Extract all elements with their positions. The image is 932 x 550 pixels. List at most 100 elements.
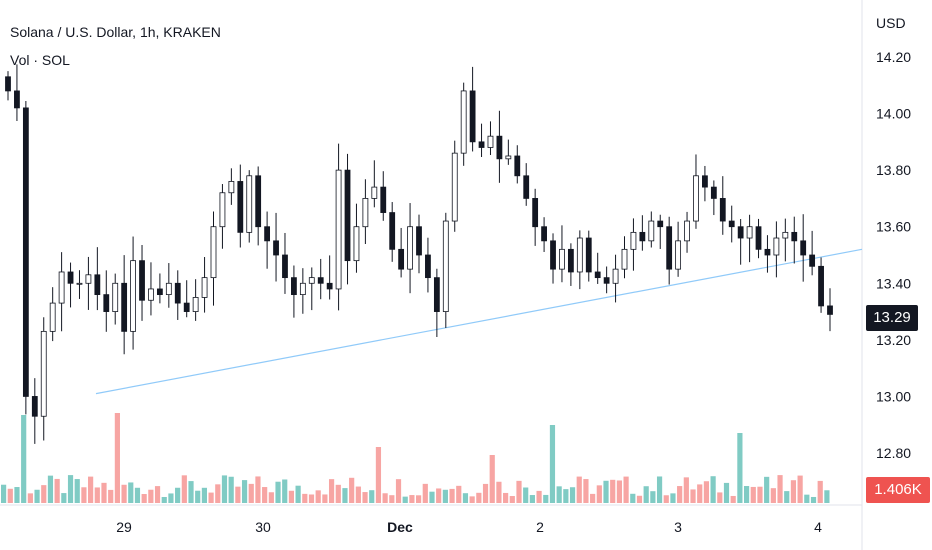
candle-body: [76, 282, 83, 285]
volume-bar: [663, 495, 669, 503]
candle-body: [764, 248, 771, 256]
candle-body: [809, 254, 816, 267]
price-tick-label: 14.00: [876, 106, 911, 122]
time-tick-label: 4: [814, 519, 822, 535]
time-tick-label: 29: [116, 519, 132, 535]
volume-bar: [342, 488, 348, 503]
candle-body: [210, 226, 217, 279]
candle-body: [523, 175, 530, 199]
candle-body: [514, 155, 521, 177]
volume-bar: [623, 476, 629, 503]
trendline-segment[interactable]: [95, 248, 863, 395]
volume-bar: [101, 482, 107, 503]
candle-body: [255, 175, 262, 228]
candle-body: [675, 240, 682, 270]
candle-body: [746, 226, 753, 239]
volume-bar: [21, 415, 27, 503]
candle-body: [532, 198, 539, 228]
volume-bar: [449, 488, 455, 503]
candle-body: [755, 226, 762, 250]
volume-bar: [643, 486, 649, 503]
candle-body: [317, 277, 324, 284]
volume-bar: [128, 482, 134, 503]
candle-body: [353, 226, 360, 262]
candle-body: [773, 237, 780, 256]
candle-body: [371, 186, 378, 199]
volume-bar: [228, 476, 234, 503]
candle-body: [5, 76, 11, 92]
volume-bar: [201, 487, 207, 503]
volume-bar: [235, 486, 241, 503]
candle-body: [273, 240, 279, 256]
volume-bar: [34, 489, 40, 503]
volume-bar: [208, 492, 214, 503]
candle-body: [49, 302, 56, 332]
candle-body: [442, 220, 449, 312]
candle-body: [416, 226, 422, 256]
volume-bar: [382, 493, 388, 503]
candle-body: [559, 248, 565, 270]
volume-label: Vol · SOL: [10, 52, 70, 68]
volume-bar: [456, 485, 462, 503]
trendline[interactable]: [95, 248, 863, 395]
volume-bar: [442, 489, 448, 503]
volume-bar: [47, 475, 54, 503]
volume-bar: [74, 479, 80, 503]
volume-bar: [161, 496, 167, 503]
volume-bar: [114, 413, 120, 503]
volume-bar: [569, 487, 576, 503]
volume-bar: [422, 483, 428, 503]
volume-bar: [355, 486, 361, 503]
volume-bar: [496, 481, 502, 503]
volume-bar: [268, 492, 274, 503]
volume-bar: [804, 494, 810, 503]
candle-body: [603, 277, 610, 284]
volume-bar: [743, 486, 750, 503]
volume-bar: [824, 490, 830, 503]
volume-bar: [54, 478, 60, 503]
volume-bar: [616, 480, 622, 503]
volume-bar: [88, 476, 94, 503]
volume-bar: [14, 487, 20, 503]
candle-body: [630, 231, 637, 250]
volume-bar: [302, 493, 308, 503]
volume-bar: [429, 491, 435, 503]
volume-bar: [94, 487, 100, 503]
volume-bar: [563, 489, 569, 503]
volume-bar: [141, 494, 147, 503]
candle-body: [496, 135, 503, 160]
candle-body: [576, 237, 583, 273]
volume-bar: [308, 494, 315, 503]
volume-bar: [335, 484, 341, 503]
volume-bar: [590, 493, 596, 503]
candle-body: [710, 186, 717, 199]
last-price-badge: 13.29: [866, 305, 918, 331]
volume-bar: [148, 489, 154, 503]
price-tick-label: 13.00: [876, 388, 911, 404]
volume-bar: [723, 482, 730, 503]
candle-body: [237, 181, 244, 233]
volume-bar: [1, 484, 7, 503]
volume-bar: [61, 493, 67, 503]
volume-bar: [121, 484, 127, 503]
price-axis-currency: USD: [876, 15, 906, 31]
volume-bar: [175, 487, 181, 503]
volume-bar: [262, 487, 268, 503]
candle-body: [567, 248, 574, 273]
volume-bar: [322, 494, 328, 503]
volume-bar: [509, 496, 515, 503]
candle-body: [219, 192, 226, 228]
volume-bar: [556, 486, 562, 503]
chart-legend: Solana / U.S. Dollar, 1h, KRAKEN Vol · S…: [10, 18, 221, 74]
volume-bar: [784, 491, 790, 503]
volume-bar: [777, 475, 783, 503]
volume-bar: [549, 425, 556, 503]
candle-body: [201, 277, 208, 298]
candle-body: [407, 226, 413, 270]
volume-bar: [737, 433, 743, 503]
candle-body: [174, 282, 181, 304]
candle-body: [299, 282, 306, 296]
candle-body: [85, 274, 92, 284]
candle-body: [228, 181, 235, 194]
